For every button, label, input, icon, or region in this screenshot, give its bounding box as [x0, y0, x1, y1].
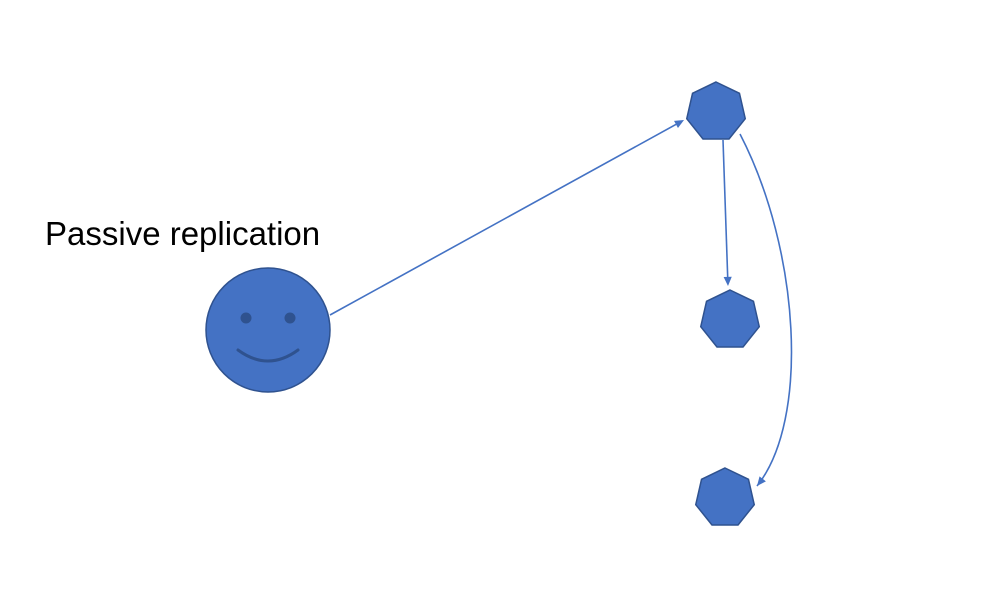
arrow-head-icon [757, 476, 766, 486]
arrow-smiley-to-top [330, 120, 684, 315]
hept-bottom [696, 468, 755, 525]
arrow-head-icon [724, 277, 732, 286]
shapes-layer [206, 82, 759, 525]
arrow-top-to-middle [723, 140, 732, 286]
hept-middle [701, 290, 760, 347]
diagram-canvas [0, 0, 994, 612]
hept-top [687, 82, 746, 139]
smiley-face [206, 268, 330, 392]
